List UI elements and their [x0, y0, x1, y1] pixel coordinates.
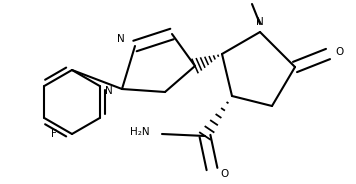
Text: N: N — [105, 86, 113, 96]
Text: F: F — [51, 129, 57, 139]
Text: O: O — [220, 169, 228, 179]
Text: N: N — [256, 17, 264, 27]
Text: O: O — [336, 47, 344, 57]
Text: N: N — [117, 34, 125, 44]
Text: H₂N: H₂N — [130, 127, 150, 137]
